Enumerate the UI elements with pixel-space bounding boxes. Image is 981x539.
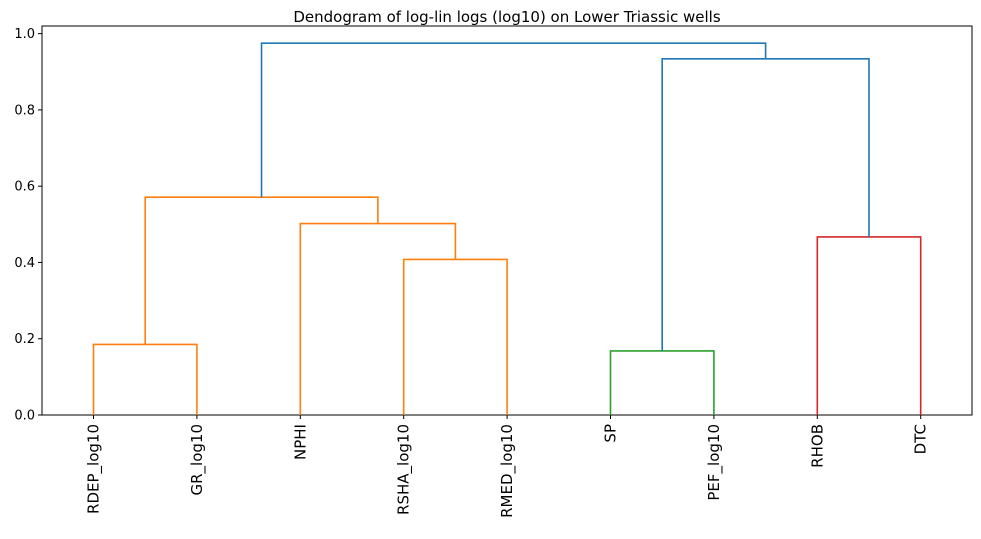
dendrogram-link-c7 (661, 57, 870, 351)
dendrogram-links (92, 42, 922, 415)
leaf-label: DTC (912, 424, 930, 454)
dendrogram-link-c3 (299, 222, 457, 415)
y-tick-label: 0.6 (14, 180, 35, 195)
dendrogram-link-c8 (260, 42, 767, 198)
leaf-label: GR_log10 (188, 424, 207, 496)
leaf-label: PEF_log10 (705, 424, 724, 501)
dendrogram-link-c5 (609, 350, 715, 415)
leaf-label: RDEP_log10 (85, 424, 104, 514)
leaf-label: SP (602, 424, 620, 443)
leaf-label: RSHA_log10 (395, 424, 414, 515)
leaf-label: RHOB (808, 424, 826, 468)
y-tick-label: 1.0 (14, 27, 35, 42)
y-tick-label: 0.4 (14, 256, 35, 271)
y-axis: 0.0 0.2 0.4 0.6 0.8 1.0 (14, 27, 42, 424)
chart-title: Dendogram of log-lin logs (log10) on Low… (293, 8, 721, 26)
x-axis: RDEP_log10 GR_log10 NPHI RSHA_log10 RMED_log… (85, 415, 930, 518)
dendrogram-link-c6 (816, 236, 922, 415)
leaf-label: NPHI (291, 424, 309, 460)
y-tick-label: 0.8 (14, 103, 35, 118)
dendrogram-link-c2 (402, 258, 508, 415)
y-tick-label: 0.0 (14, 409, 35, 424)
leaf-label: RMED_log10 (498, 424, 517, 518)
dendrogram-link-c4 (144, 196, 379, 345)
y-tick-label: 0.2 (14, 332, 35, 347)
dendrogram-link-c1 (92, 343, 198, 415)
